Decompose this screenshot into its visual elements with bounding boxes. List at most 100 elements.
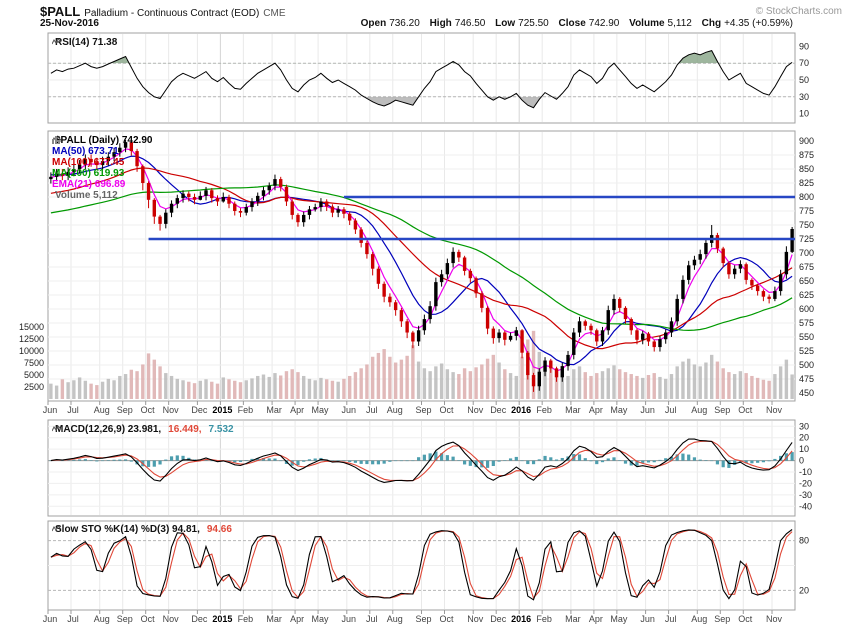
- low-value: 725.50: [518, 18, 549, 29]
- svg-text:Jul: Jul: [665, 405, 677, 415]
- svg-text:15000: 15000: [19, 322, 44, 332]
- svg-text:Oct: Oct: [738, 614, 753, 624]
- svg-text:525: 525: [799, 346, 814, 356]
- svg-text:Sep: Sep: [415, 405, 431, 415]
- svg-text:Dec: Dec: [191, 405, 208, 415]
- svg-text:50: 50: [799, 75, 809, 85]
- sto-legend-main: Slow STO %K(14) %D(3) 94.81,: [55, 524, 200, 535]
- symbol: $PALL: [40, 4, 81, 19]
- svg-text:2016: 2016: [511, 614, 531, 624]
- svg-text:Oct: Oct: [141, 405, 156, 415]
- svg-text:Jul: Jul: [665, 614, 677, 624]
- svg-text:20: 20: [799, 585, 809, 595]
- svg-text:475: 475: [799, 374, 814, 384]
- svg-text:Feb: Feb: [536, 614, 552, 624]
- ma50-legend: MA(50) 673.71: [52, 146, 119, 157]
- svg-text:Mar: Mar: [565, 614, 581, 624]
- svg-text:Jun: Jun: [43, 405, 58, 415]
- ema21-legend: EMA(21) 696.89: [52, 179, 126, 190]
- svg-text:600: 600: [799, 304, 814, 314]
- svg-text:70: 70: [799, 58, 809, 68]
- svg-text:Jul: Jul: [67, 405, 79, 415]
- chg-label: Chg: [701, 18, 722, 29]
- svg-text:625: 625: [799, 290, 814, 300]
- svg-text:Nov: Nov: [766, 405, 783, 415]
- macd-legend-main: MACD(12,26,9) 23.981,: [55, 424, 162, 435]
- macd-legend: MACD(12,26,9) 23.981, 16.449, 7.532: [52, 424, 238, 435]
- rsi-legend-text: RSI(14) 71.38: [55, 37, 118, 48]
- svg-text:Jun: Jun: [342, 405, 357, 415]
- volume-legend: Volume 5,112: [55, 190, 118, 201]
- svg-text:30: 30: [799, 421, 809, 431]
- svg-text:May: May: [312, 405, 330, 415]
- svg-text:Mar: Mar: [266, 614, 282, 624]
- svg-text:May: May: [610, 405, 628, 415]
- svg-text:800: 800: [799, 192, 814, 202]
- svg-text:Nov: Nov: [467, 405, 484, 415]
- svg-text:Sep: Sep: [415, 614, 431, 624]
- macd-legend-signal: 16.449,: [168, 424, 202, 435]
- svg-text:-10: -10: [799, 467, 812, 477]
- svg-text:90: 90: [799, 41, 809, 51]
- svg-text:775: 775: [799, 206, 814, 216]
- svg-text:Jul: Jul: [366, 614, 378, 624]
- svg-text:Dec: Dec: [191, 614, 208, 624]
- svg-text:Apr: Apr: [290, 405, 304, 415]
- svg-text:2016: 2016: [511, 405, 531, 415]
- svg-text:Nov: Nov: [163, 614, 180, 624]
- svg-text:2015: 2015: [212, 614, 232, 624]
- svg-text:Oct: Oct: [439, 405, 454, 415]
- svg-text:80: 80: [799, 536, 809, 546]
- svg-text:2500: 2500: [24, 382, 44, 392]
- svg-text:Dec: Dec: [490, 614, 507, 624]
- svg-text:Sep: Sep: [714, 614, 730, 624]
- svg-text:Oct: Oct: [141, 614, 156, 624]
- quote-date: 25-Nov-2016: [40, 18, 99, 29]
- svg-text:Feb: Feb: [238, 614, 254, 624]
- svg-text:825: 825: [799, 178, 814, 188]
- svg-text:Jun: Jun: [640, 614, 655, 624]
- chart-header: $PALL Palladium - Continuous Contract (EO…: [40, 3, 286, 21]
- svg-text:May: May: [610, 614, 628, 624]
- svg-text:Sep: Sep: [714, 405, 730, 415]
- svg-text:Nov: Nov: [467, 614, 484, 624]
- svg-text:10000: 10000: [19, 346, 44, 356]
- main-legend: $PALL (Daily) 742.90 MA(50) 673.71 MA(10…: [52, 135, 152, 201]
- high-value: 746.50: [454, 18, 486, 29]
- svg-text:5000: 5000: [24, 370, 44, 380]
- svg-text:7500: 7500: [24, 358, 44, 368]
- svg-text:May: May: [312, 614, 330, 624]
- svg-text:Feb: Feb: [238, 405, 254, 415]
- svg-text:900: 900: [799, 136, 814, 146]
- svg-text:Mar: Mar: [565, 405, 581, 415]
- svg-text:700: 700: [799, 248, 814, 258]
- svg-text:Feb: Feb: [536, 405, 552, 415]
- svg-text:675: 675: [799, 262, 814, 272]
- quote-line: Open 736.20 High 746.50 Low 725.50 Close 742…: [354, 18, 793, 29]
- svg-text:650: 650: [799, 276, 814, 286]
- svg-text:Aug: Aug: [691, 405, 707, 415]
- volume-legend-row: Volume 5,112: [52, 136, 152, 201]
- svg-text:-30: -30: [799, 490, 812, 500]
- svg-text:Aug: Aug: [94, 614, 110, 624]
- svg-text:Jun: Jun: [640, 405, 655, 415]
- svg-text:Sep: Sep: [117, 614, 133, 624]
- svg-text:30: 30: [799, 92, 809, 102]
- svg-text:750: 750: [799, 220, 814, 230]
- svg-text:Oct: Oct: [439, 614, 454, 624]
- svg-text:Nov: Nov: [766, 614, 783, 624]
- svg-text:875: 875: [799, 150, 814, 160]
- svg-text:10: 10: [799, 444, 809, 454]
- svg-text:850: 850: [799, 164, 814, 174]
- svg-text:12500: 12500: [19, 334, 44, 344]
- open-value: 736.20: [389, 18, 420, 29]
- svg-text:725: 725: [799, 234, 814, 244]
- svg-text:20: 20: [799, 433, 809, 443]
- svg-text:Jun: Jun: [342, 614, 357, 624]
- open-label: Open: [360, 18, 387, 29]
- close-value: 742.90: [588, 18, 620, 29]
- sto-legend: Slow STO %K(14) %D(3) 94.81, 94.66: [52, 524, 236, 535]
- svg-text:575: 575: [799, 318, 814, 328]
